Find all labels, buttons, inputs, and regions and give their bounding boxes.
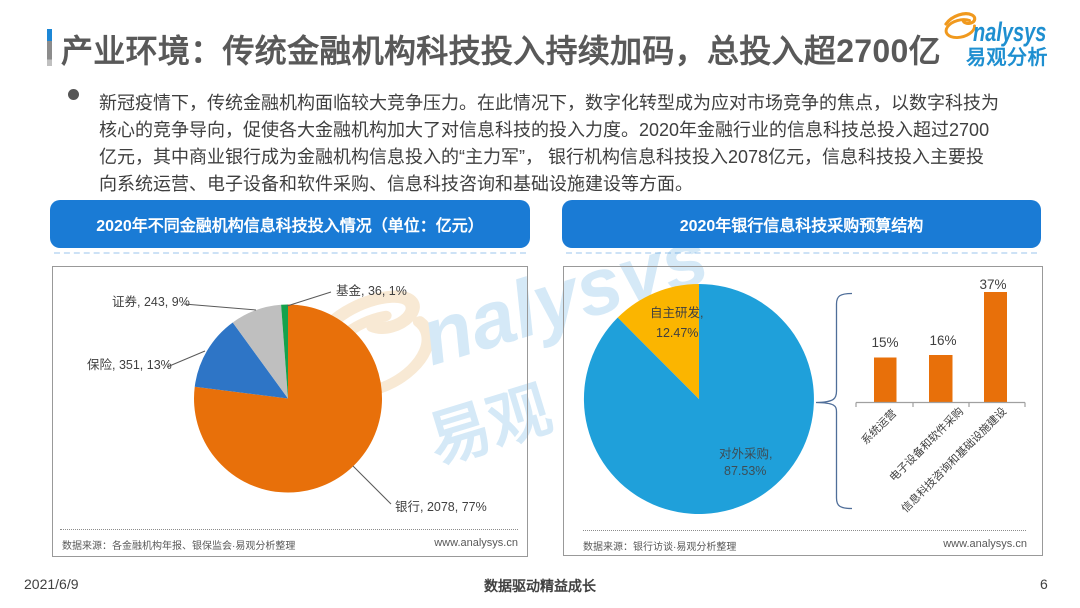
svg-text:系统运营: 系统运营 [858,406,899,447]
svg-text:nalysys: nalysys [973,17,1046,48]
svg-text:12.47%: 12.47% [656,326,698,340]
svg-text:易观分析: 易观分析 [966,46,1048,69]
svg-text:自主研发,: 自主研发, [650,305,703,320]
svg-text:37%: 37% [979,277,1006,292]
svg-text:15%: 15% [871,335,898,350]
svg-text:保险, 351, 13%: 保险, 351, 13% [87,357,172,372]
svg-text:证券, 243, 9%: 证券, 243, 9% [112,294,190,309]
svg-text:87.53%: 87.53% [724,464,766,478]
svg-text:基金, 36, 1%: 基金, 36, 1% [336,283,407,298]
svg-text:银行, 2078, 77%: 银行, 2078, 77% [395,500,487,514]
svg-text:对外采购,: 对外采购, [719,446,772,461]
svg-text:16%: 16% [929,333,956,348]
